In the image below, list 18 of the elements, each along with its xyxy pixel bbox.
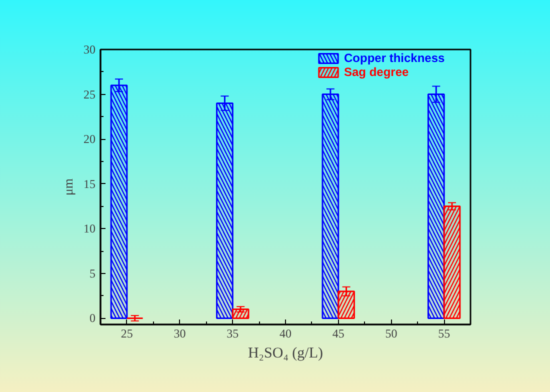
y-tick-label: 5 — [90, 266, 96, 280]
y-tick-label: 25 — [84, 87, 96, 102]
y-tick-label: 15 — [84, 176, 96, 191]
y-tick-label: 10 — [84, 222, 96, 236]
x-axis-title: H₂SO₄ (g/L) — [248, 346, 324, 362]
x-tick-label: 50 — [385, 326, 398, 340]
legend-label: Sag degree — [344, 65, 409, 79]
y-tick-label: 30 — [84, 42, 96, 56]
x-tick-label: 35 — [226, 326, 239, 340]
x-tick-label: 40 — [280, 326, 292, 340]
x-tick-label: 45 — [332, 326, 344, 340]
legend-label: Copper thickness — [344, 51, 445, 65]
y-tick-label: 0 — [90, 311, 96, 326]
y-axis-title: μm — [60, 178, 76, 196]
x-tick-label: 25 — [120, 326, 133, 340]
x-tick-label: 55 — [438, 326, 450, 340]
x-tick-label: 30 — [174, 326, 186, 340]
y-tick-label: 20 — [84, 132, 96, 146]
